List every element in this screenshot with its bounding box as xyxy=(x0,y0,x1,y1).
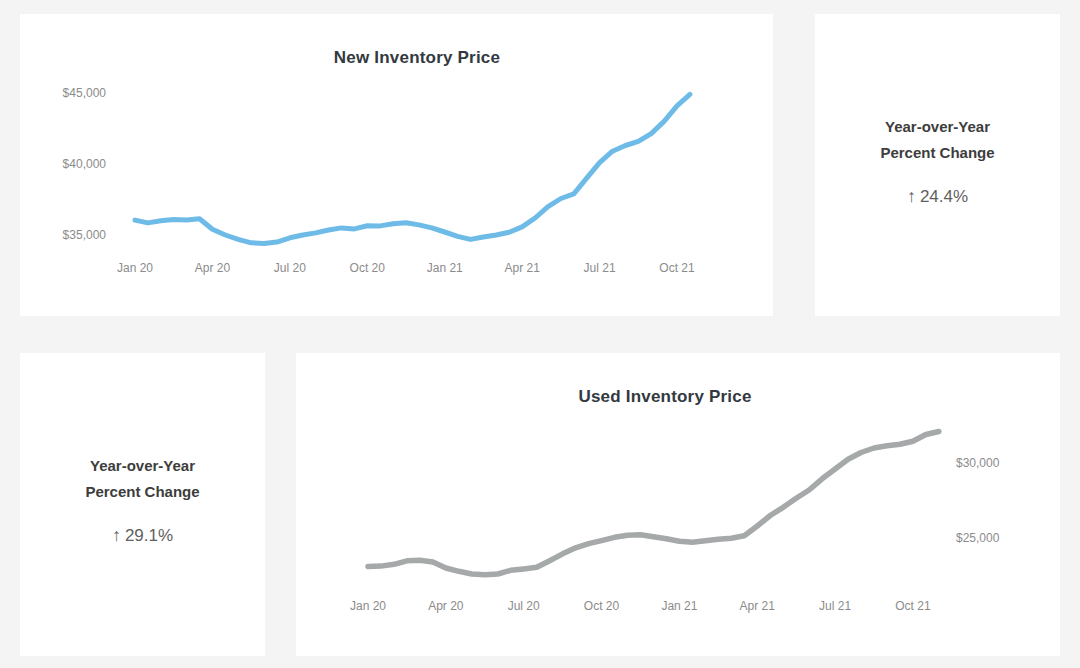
used-price-line-svg xyxy=(296,353,1060,656)
price-line[interactable] xyxy=(368,432,939,575)
yoy-new-percent: 24.4% xyxy=(920,187,968,206)
yoy-used-value: ↑29.1% xyxy=(20,525,265,546)
yoy-used-title-line2: Percent Change xyxy=(20,479,265,505)
new-inventory-chart-card: New Inventory Price $45,000$40,000$35,00… xyxy=(20,14,773,316)
dashboard: New Inventory Price $45,000$40,000$35,00… xyxy=(0,0,1080,668)
yoy-new-card: Year-over-Year Percent Change ↑24.4% xyxy=(815,14,1060,316)
yoy-new-title: Year-over-Year Percent Change xyxy=(815,114,1060,166)
yoy-new-title-line1: Year-over-Year xyxy=(815,114,1060,140)
yoy-used-title: Year-over-Year Percent Change xyxy=(20,453,265,505)
up-arrow-icon: ↑ xyxy=(112,525,121,545)
up-arrow-icon: ↑ xyxy=(907,186,916,206)
used-inventory-chart-card: Used Inventory Price $30,000$25,000Jan 2… xyxy=(296,353,1060,656)
yoy-used-card: Year-over-Year Percent Change ↑29.1% xyxy=(20,353,265,656)
price-line[interactable] xyxy=(135,94,690,243)
yoy-new-value: ↑24.4% xyxy=(815,186,1060,207)
yoy-used-percent: 29.1% xyxy=(125,526,173,545)
yoy-used-title-line1: Year-over-Year xyxy=(20,453,265,479)
yoy-new-title-line2: Percent Change xyxy=(815,140,1060,166)
new-price-line-svg xyxy=(20,14,773,316)
